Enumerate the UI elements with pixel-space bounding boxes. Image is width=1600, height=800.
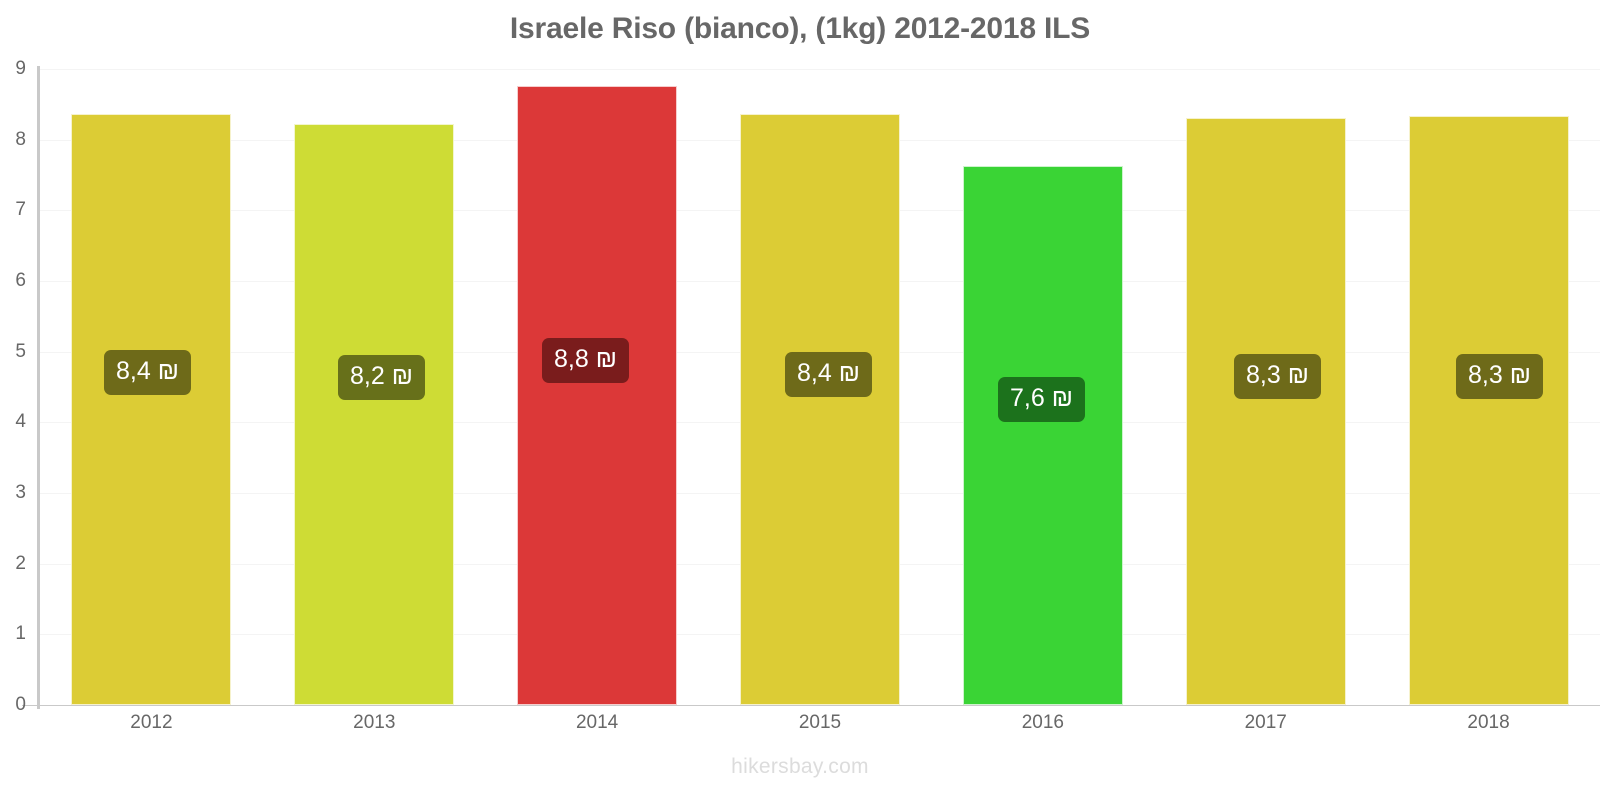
bar-value-label-2012: 8,4 ₪: [104, 350, 191, 395]
bar-value-label-2015: 8,4 ₪: [785, 352, 872, 397]
x-tick-label-2018: 2018: [1467, 712, 1510, 733]
chart-title: Israele Riso (bianco), (1kg) 2012-2018 I…: [509, 12, 1091, 45]
y-tick-label: 8: [15, 128, 26, 150]
y-tick-label: 1: [15, 623, 26, 645]
bar-2017[interactable]: [1186, 118, 1346, 705]
bar-value-label-2014: 8,8 ₪: [542, 338, 629, 383]
y-tick-label: 2: [15, 552, 26, 574]
y-axis-line: [37, 66, 40, 709]
x-tick-label-2016: 2016: [1021, 712, 1064, 733]
y-tick-label: 6: [15, 270, 26, 291]
x-tick-label-2015: 2015: [798, 712, 842, 733]
bar-value-label-2013: 8,2 ₪: [338, 355, 425, 400]
y-tick-label: 0: [15, 694, 26, 715]
watermark: hikersbay.com: [731, 755, 869, 778]
y-tick-label: 5: [15, 340, 26, 362]
bar-2012[interactable]: [71, 113, 231, 705]
bar-2013[interactable]: [294, 124, 454, 705]
bar-2018[interactable]: [1409, 116, 1569, 705]
gridline-0: [22, 705, 1600, 706]
bar-value-label-2018: 8,3 ₪: [1456, 354, 1543, 399]
y-tick-label: 3: [15, 482, 26, 503]
x-tick-label-2017: 2017: [1244, 712, 1287, 733]
x-tick-label-2013: 2013: [353, 712, 396, 733]
x-tick-label-2012: 2012: [130, 712, 173, 733]
y-tick-label: 4: [15, 411, 26, 433]
x-tick-label-2014: 2014: [575, 712, 619, 733]
y-tick-label: 7: [15, 199, 26, 221]
bar-2015[interactable]: [740, 114, 900, 705]
bar-value-label-2016: 7,6 ₪: [998, 377, 1085, 422]
bar-2016[interactable]: [963, 165, 1123, 705]
bar-value-label-2017: 8,3 ₪: [1234, 354, 1321, 399]
y-tick-label: 9: [15, 58, 26, 79]
gridline-9: [38, 69, 1600, 70]
bar-2014[interactable]: [517, 85, 677, 705]
